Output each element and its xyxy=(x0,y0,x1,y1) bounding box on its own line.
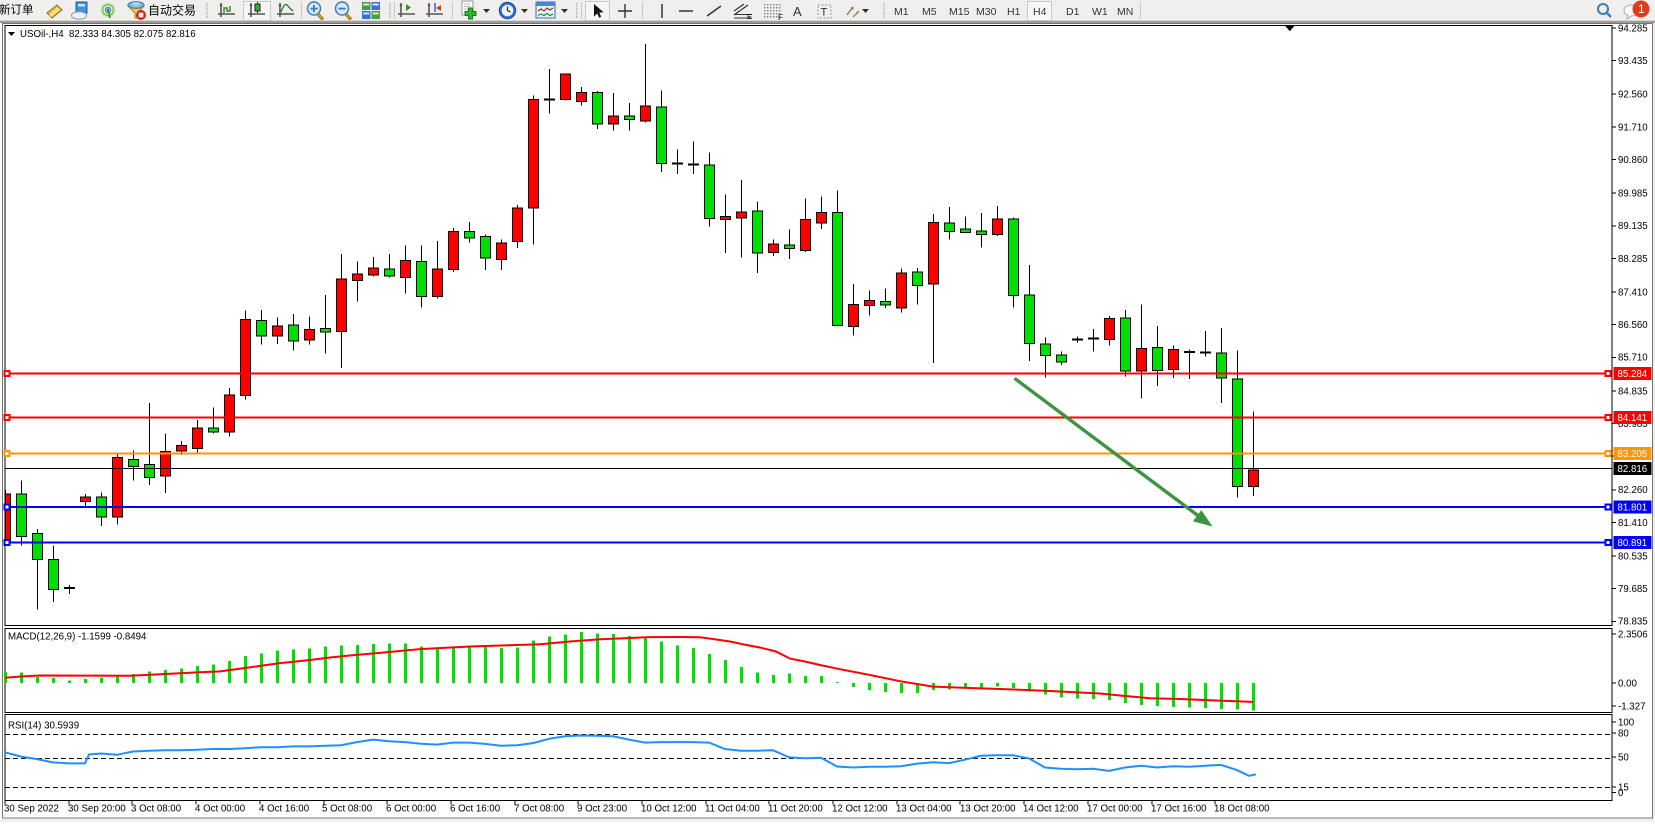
svg-text:T: T xyxy=(821,7,828,19)
svg-text:89.135: 89.135 xyxy=(1618,221,1648,232)
svg-text:0: 0 xyxy=(1618,788,1624,799)
svg-text:M30: M30 xyxy=(976,6,997,18)
svg-text:84.835: 84.835 xyxy=(1618,386,1648,397)
svg-text:4 Oct 00:00: 4 Oct 00:00 xyxy=(195,804,246,815)
svg-text:10 Oct 12:00: 10 Oct 12:00 xyxy=(641,804,697,815)
svg-text:81.801: 81.801 xyxy=(1618,503,1648,514)
svg-text:9 Oct 23:00: 9 Oct 23:00 xyxy=(577,804,628,815)
svg-text:17 Oct 00:00: 17 Oct 00:00 xyxy=(1087,804,1143,815)
svg-text:新订单: 新订单 xyxy=(0,3,34,17)
svg-text:15: 15 xyxy=(1618,782,1629,793)
svg-text:M15: M15 xyxy=(949,6,970,18)
svg-text:82.816: 82.816 xyxy=(1618,464,1648,475)
svg-text:13 Oct 04:00: 13 Oct 04:00 xyxy=(896,804,952,815)
svg-text:12 Oct 12:00: 12 Oct 12:00 xyxy=(832,804,888,815)
svg-text:94.285: 94.285 xyxy=(1618,23,1648,34)
svg-text:84.141: 84.141 xyxy=(1618,413,1648,424)
svg-text:90.860: 90.860 xyxy=(1618,155,1648,166)
svg-text:MN: MN xyxy=(1117,6,1133,18)
svg-text:93.435: 93.435 xyxy=(1618,56,1648,67)
svg-text:82.260: 82.260 xyxy=(1618,485,1648,496)
svg-text:4 Oct 16:00: 4 Oct 16:00 xyxy=(259,804,310,815)
svg-text:88.285: 88.285 xyxy=(1618,254,1648,265)
svg-text:自动交易: 自动交易 xyxy=(148,3,196,18)
svg-text:D1: D1 xyxy=(1066,6,1080,18)
svg-text:6 Oct 16:00: 6 Oct 16:00 xyxy=(450,804,501,815)
svg-text:13 Oct 20:00: 13 Oct 20:00 xyxy=(960,804,1016,815)
svg-text:91.710: 91.710 xyxy=(1618,122,1648,133)
svg-text:H4: H4 xyxy=(1033,6,1047,18)
svg-text:81.410: 81.410 xyxy=(1618,518,1648,529)
svg-text:1: 1 xyxy=(1638,2,1645,16)
svg-text:80: 80 xyxy=(1618,728,1629,739)
svg-text:92.560: 92.560 xyxy=(1618,90,1648,101)
svg-text:50: 50 xyxy=(1618,752,1629,763)
svg-text:6 Oct 00:00: 6 Oct 00:00 xyxy=(386,804,437,815)
svg-text:79.685: 79.685 xyxy=(1618,584,1648,595)
svg-text:2.3506: 2.3506 xyxy=(1618,629,1648,640)
svg-text:E: E xyxy=(747,14,752,21)
svg-text:83.205: 83.205 xyxy=(1618,449,1648,460)
svg-text:11 Oct 20:00: 11 Oct 20:00 xyxy=(768,804,823,815)
svg-text:83.985: 83.985 xyxy=(1618,419,1648,430)
svg-text:11 Oct 04:00: 11 Oct 04:00 xyxy=(705,804,760,815)
svg-text:17 Oct 16:00: 17 Oct 16:00 xyxy=(1151,804,1207,815)
svg-text:14 Oct 12:00: 14 Oct 12:00 xyxy=(1023,804,1079,815)
svg-text:H1: H1 xyxy=(1007,6,1021,18)
svg-text:A: A xyxy=(793,4,802,19)
svg-text:100: 100 xyxy=(1618,717,1635,728)
svg-text:78.835: 78.835 xyxy=(1618,617,1648,628)
svg-text:USOil-,H4 82.333 84.305 82.07: USOil-,H4 82.333 84.305 82.075 82.816 xyxy=(20,29,196,40)
svg-text:-1.327: -1.327 xyxy=(1618,701,1645,712)
svg-text:80.891: 80.891 xyxy=(1618,538,1648,549)
svg-text:85.710: 85.710 xyxy=(1618,353,1648,364)
svg-text:0.00: 0.00 xyxy=(1618,678,1637,689)
svg-text:30 Sep 20:00: 30 Sep 20:00 xyxy=(68,804,126,815)
svg-text:85.284: 85.284 xyxy=(1618,369,1648,380)
svg-text:MACD(12,26,9) -1.1599 -0.8494: MACD(12,26,9) -1.1599 -0.8494 xyxy=(8,632,147,643)
svg-text:5 Oct 08:00: 5 Oct 08:00 xyxy=(322,804,373,815)
svg-text:86.560: 86.560 xyxy=(1618,320,1648,331)
svg-text:7 Oct 08:00: 7 Oct 08:00 xyxy=(514,804,565,815)
svg-text:80.535: 80.535 xyxy=(1618,551,1648,562)
svg-text:87.410: 87.410 xyxy=(1618,287,1648,298)
svg-text:F: F xyxy=(778,13,783,22)
svg-text:M5: M5 xyxy=(922,6,937,18)
svg-text:18 Oct 08:00: 18 Oct 08:00 xyxy=(1214,804,1270,815)
svg-text:89.985: 89.985 xyxy=(1618,189,1648,200)
svg-text:M1: M1 xyxy=(894,6,909,18)
svg-text:30 Sep 2022: 30 Sep 2022 xyxy=(4,804,59,815)
svg-text:W1: W1 xyxy=(1092,6,1108,18)
svg-text:RSI(14) 30.5939: RSI(14) 30.5939 xyxy=(8,721,79,732)
svg-text:3 Oct 08:00: 3 Oct 08:00 xyxy=(131,804,182,815)
